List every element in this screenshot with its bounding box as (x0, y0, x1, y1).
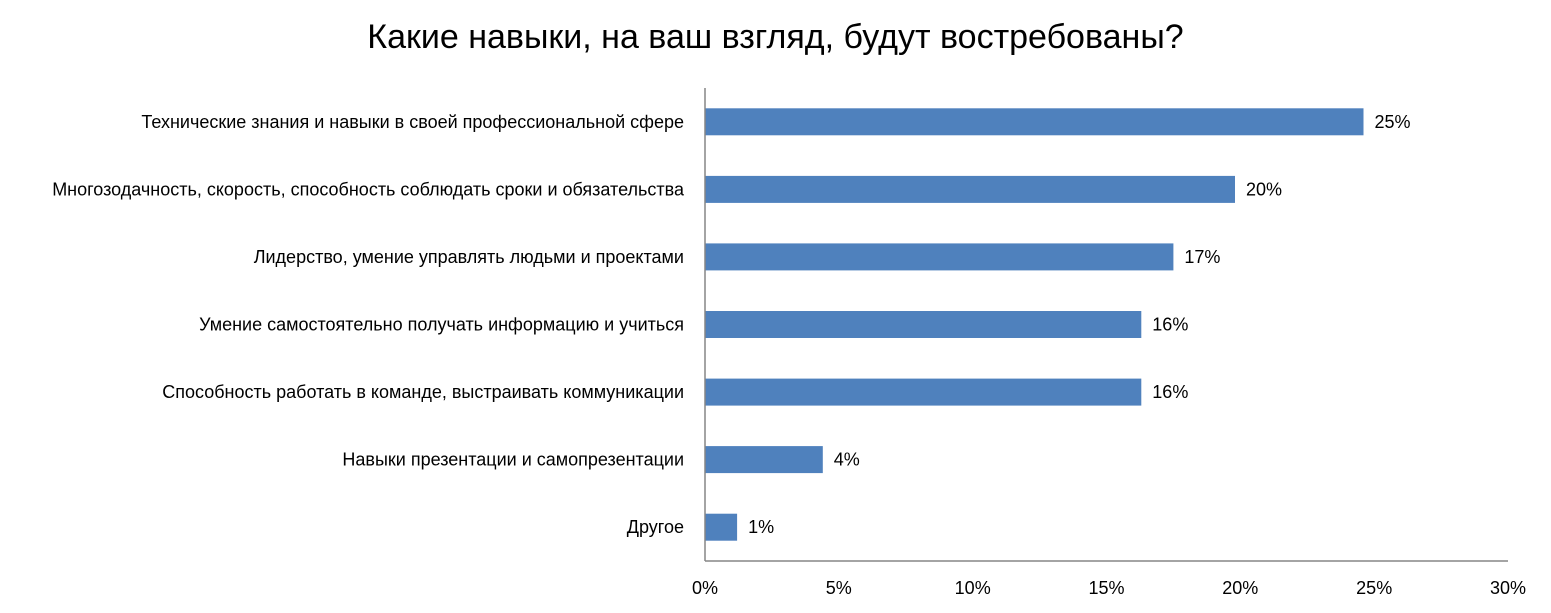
bars-group (705, 108, 1364, 541)
data-label: 16% (1152, 315, 1188, 335)
category-label: Навыки презентации и самопрезентации (342, 450, 684, 470)
chart-title: Какие навыки, на ваш взгляд, будут востр… (367, 18, 1184, 56)
x-tick-label: 25% (1356, 578, 1392, 598)
x-tick-label: 5% (826, 578, 852, 598)
category-label: Способность работать в команде, выстраив… (162, 382, 684, 402)
category-label: Умение самостоятельно получать информаци… (199, 315, 684, 335)
bar (705, 243, 1174, 271)
axes (704, 88, 1508, 562)
x-tick-label: 20% (1222, 578, 1258, 598)
data-label: 4% (834, 450, 860, 470)
category-labels: Технические знания и навыки в своей проф… (52, 112, 685, 537)
data-label: 20% (1246, 179, 1282, 199)
category-label: Многозодачность, скорость, способность с… (52, 179, 685, 199)
x-tick-label: 0% (692, 578, 718, 598)
value-labels: 25% 20% 17% 16% 16% 4% 1% (748, 112, 1410, 537)
bar (705, 311, 1142, 338)
bar (705, 108, 1364, 136)
data-label: 25% (1375, 112, 1411, 132)
category-label: Лидерство, умение управлять людьми и про… (254, 247, 684, 267)
bar (705, 513, 738, 541)
data-label: 16% (1152, 382, 1188, 402)
x-tick-label: 15% (1088, 578, 1124, 598)
data-label: 17% (1184, 247, 1220, 267)
bar (705, 378, 1142, 406)
category-label: Технические знания и навыки в своей проф… (141, 112, 684, 132)
x-tick-labels: 0% 5% 10% 15% 20% 25% 30% (692, 578, 1526, 598)
x-tick-label: 30% (1490, 578, 1526, 598)
bar (705, 175, 1235, 203)
category-label: Другое (627, 517, 684, 537)
x-tick-label: 10% (955, 578, 991, 598)
data-label: 1% (748, 517, 774, 537)
bar (705, 446, 823, 474)
